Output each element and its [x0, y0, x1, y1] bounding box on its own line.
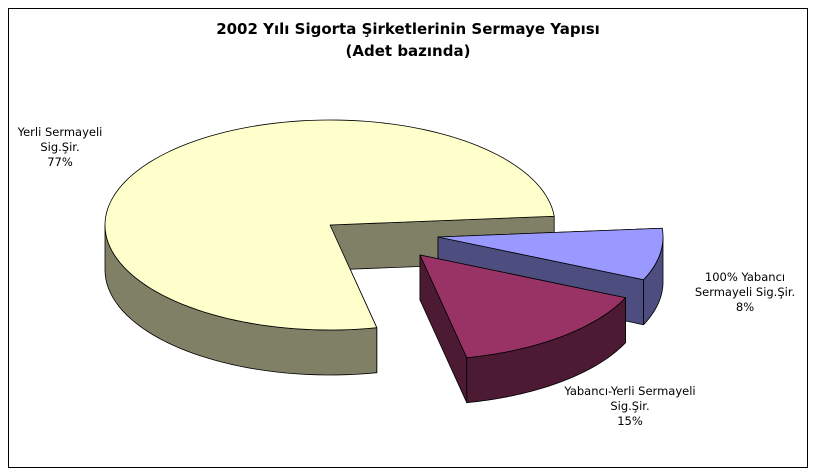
chart-title: 2002 Yılı Sigorta Şirketlerinin Sermaye …	[216, 20, 600, 38]
chart-subtitle: (Adet bazında)	[345, 42, 471, 60]
slice-label: 100% Yabancı Sermayeli Sig.Şir. 8%	[675, 270, 815, 315]
slice-name: 100% Yabancı Sermayeli Sig.Şir.	[694, 270, 796, 299]
slice-name: Yabancı-Yerli Sermayeli Sig.Şir.	[564, 384, 696, 413]
slice	[419, 254, 626, 404]
slice	[104, 119, 555, 331]
slice-value: 77%	[47, 155, 73, 169]
slice-label: Yerli Sermayeli Sig.Şir. 77%	[0, 125, 120, 170]
slice	[104, 119, 555, 376]
slice	[419, 254, 626, 359]
slice-label: Yabancı-Yerli Sermayeli Sig.Şir. 15%	[560, 384, 700, 429]
slice-value: 15%	[617, 414, 643, 428]
slice-name: Yerli Sermayeli Sig.Şir.	[17, 125, 103, 154]
slice-value: 8%	[735, 300, 755, 314]
slice	[437, 227, 664, 281]
